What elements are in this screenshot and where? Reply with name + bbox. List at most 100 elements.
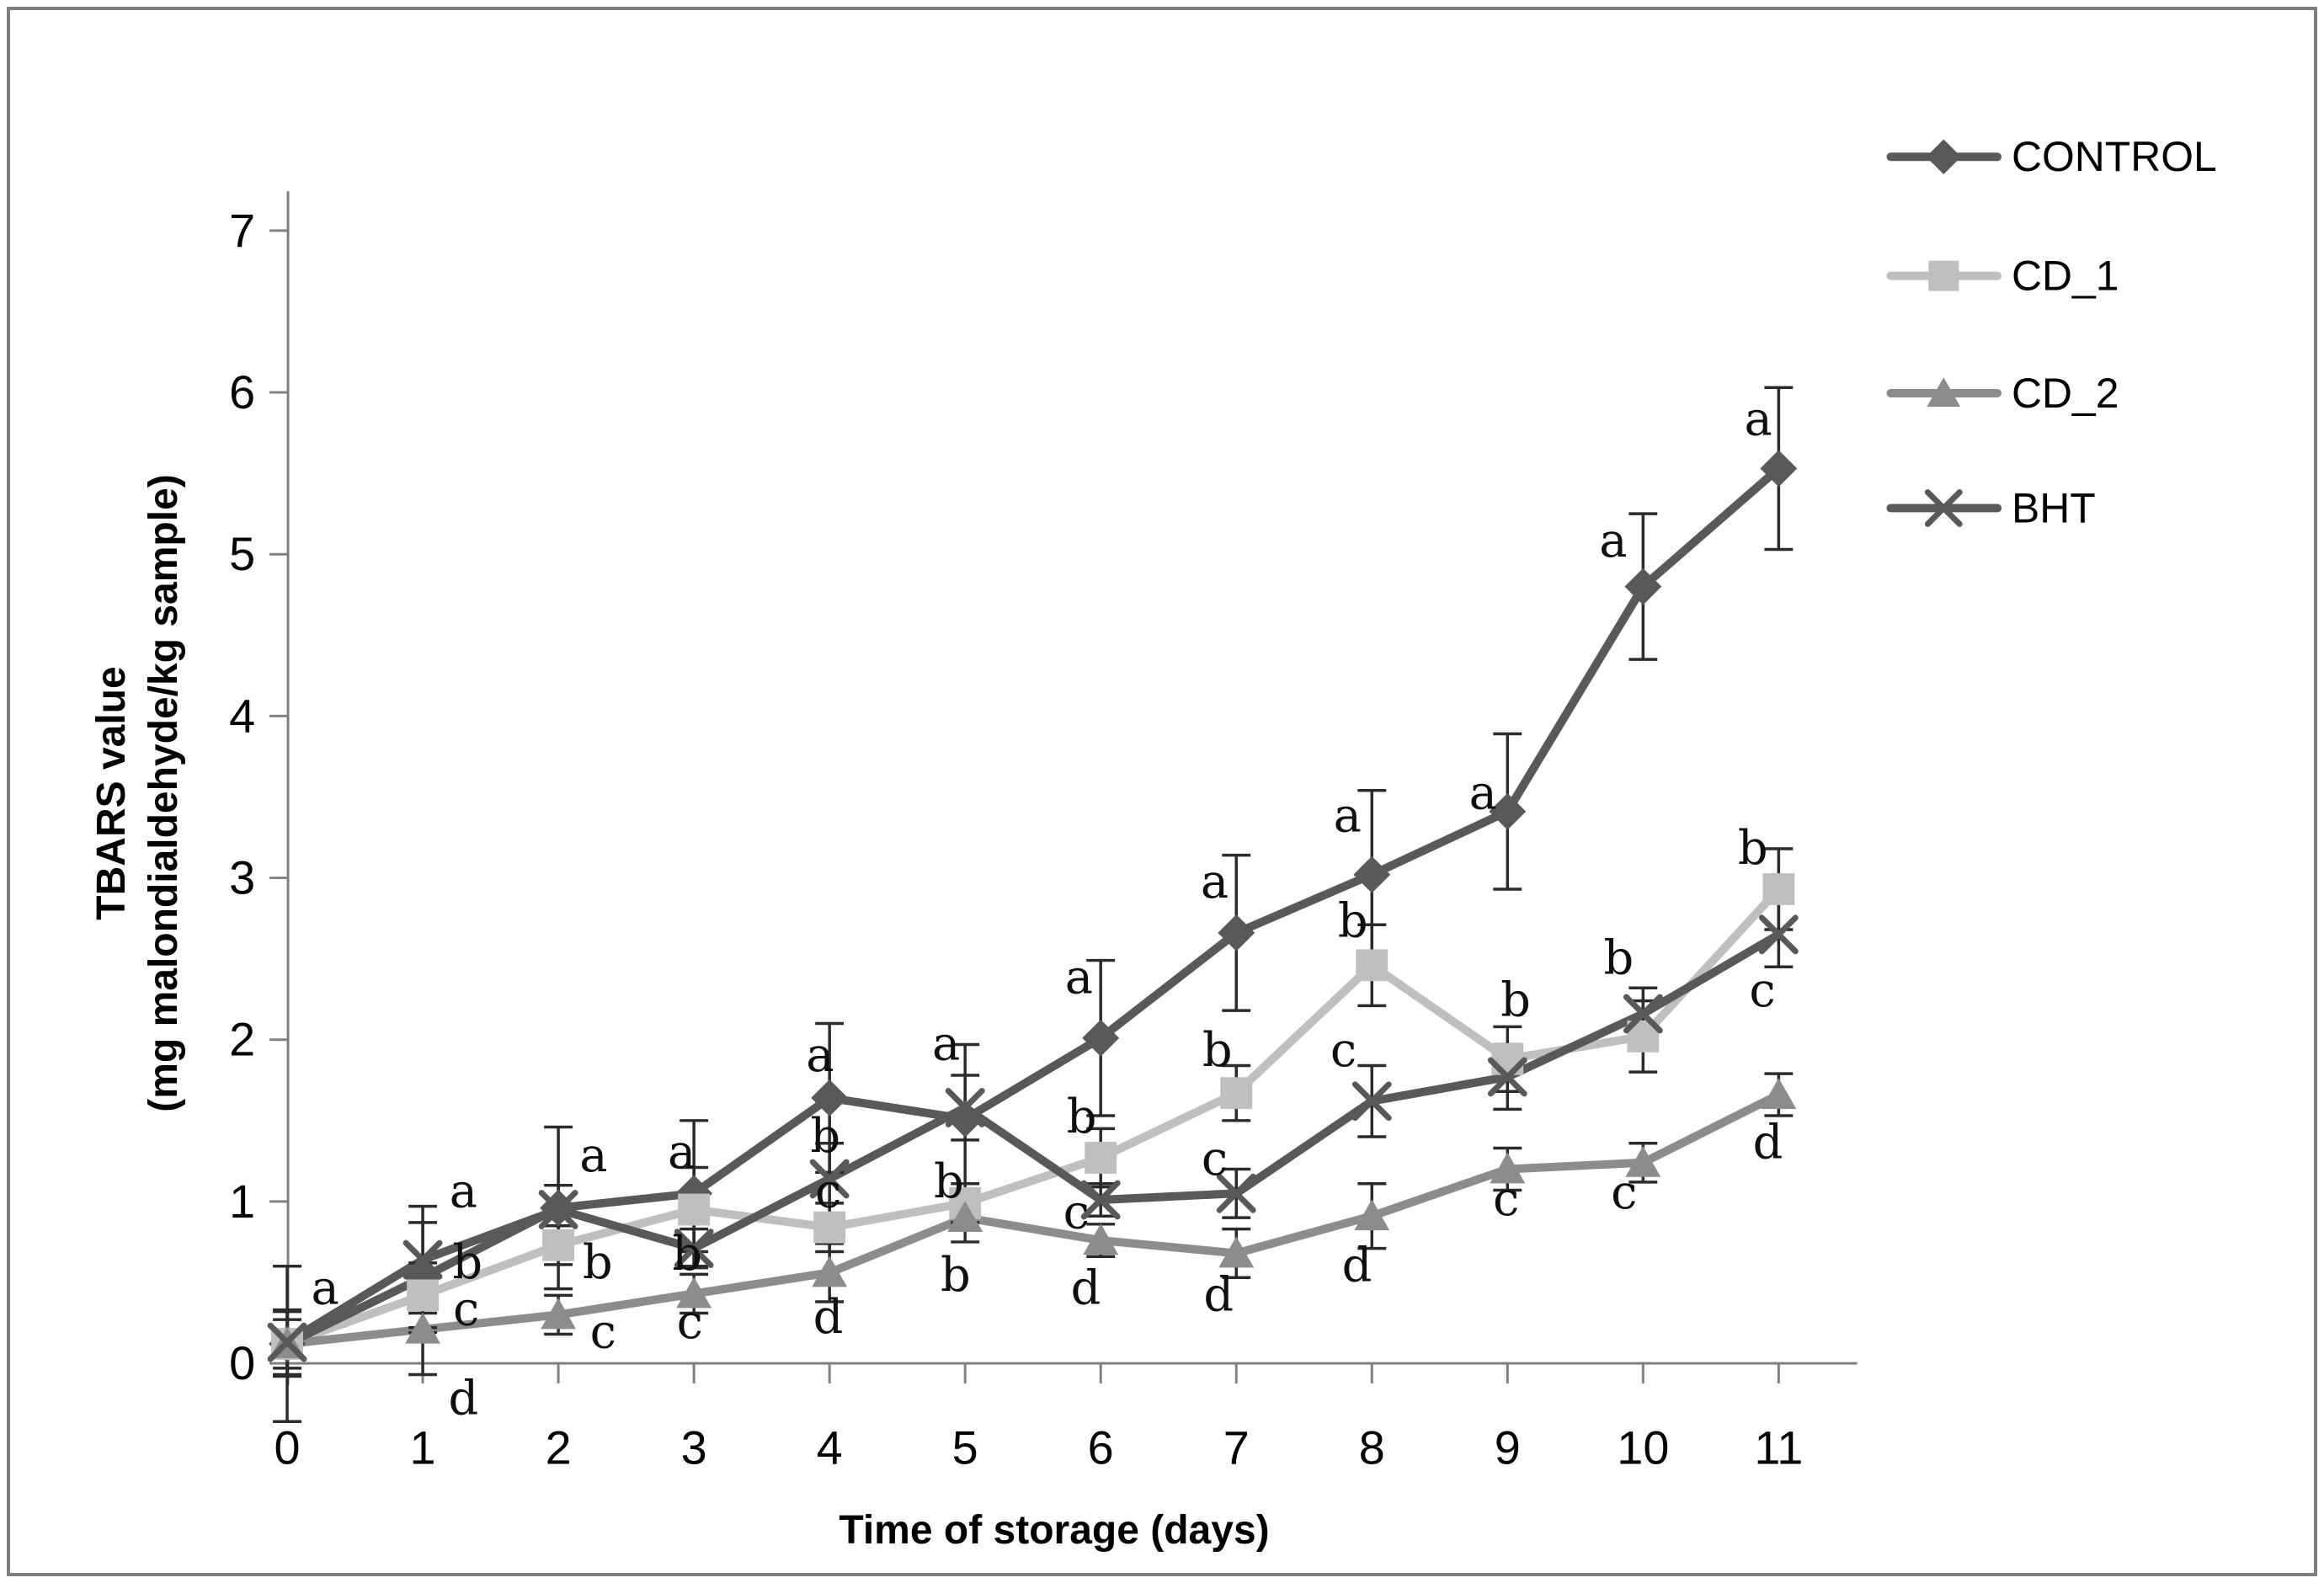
x-tick-label: 1 [410, 1421, 436, 1474]
y-tick-label: 1 [229, 1175, 255, 1228]
bht-marker [402, 1239, 443, 1280]
significance-letter: d [813, 1290, 844, 1345]
significance-letter: c [1330, 1023, 1357, 1078]
significance-letter: a [450, 1164, 477, 1218]
significance-letter: c [590, 1305, 616, 1360]
control-marker [1353, 855, 1391, 893]
significance-letter: d [449, 1371, 479, 1426]
x-tick-label: 9 [1495, 1421, 1521, 1474]
cd_2-marker [1218, 1236, 1255, 1268]
cd_2-marker [1761, 1078, 1797, 1109]
series-line-bht [283, 930, 1783, 1347]
significance-letter: a [806, 1028, 834, 1083]
cd_1-marker [1085, 1142, 1117, 1174]
bht-marker [1080, 1180, 1121, 1220]
series-line-control [283, 464, 1783, 1348]
x-tick-label: 3 [681, 1421, 707, 1474]
series-line-cd_2 [283, 1090, 1783, 1348]
significance-letter: b [672, 1227, 702, 1282]
x-tick-label: 5 [952, 1421, 978, 1474]
x-tick-label: 6 [1088, 1421, 1114, 1474]
legend-item-control: CONTROL [1886, 133, 2217, 180]
cd_1-marker [542, 1229, 575, 1261]
x-tick-label: 2 [546, 1421, 572, 1474]
series-markers-cd_1 [271, 873, 1795, 1360]
significance-letter: d [1753, 1116, 1783, 1170]
bht-marker [945, 1088, 985, 1127]
y-tick-label: 7 [229, 204, 255, 257]
x-tick-labels: 0 1 2 3 4 5 6 7 8 9 10 11 [275, 1363, 1803, 1474]
legend-triangle-icon [1927, 377, 1961, 408]
cd_1-marker [813, 1211, 846, 1244]
bht-marker [1487, 1057, 1527, 1097]
significance-letter: b [810, 1109, 840, 1164]
axes [286, 191, 1858, 1385]
cd_2-marker [1083, 1223, 1119, 1255]
significance-letter: b [1338, 893, 1368, 948]
x-tick-label: 0 [275, 1421, 301, 1474]
significance-letter: c [1749, 963, 1775, 1018]
legend-item-cd_2: CD_2 [1886, 370, 2119, 417]
significance-letter: c [1202, 1132, 1228, 1186]
significance-letter: c [815, 1164, 841, 1218]
significance-letter: b [941, 1248, 971, 1303]
significance-letter: b [1500, 973, 1531, 1028]
significance-letter: c [1611, 1165, 1637, 1220]
y-tick-label: 5 [229, 527, 255, 580]
cd_2-marker [1490, 1152, 1526, 1184]
x-tick-label: 4 [817, 1421, 843, 1474]
legend-square-icon [1928, 260, 1959, 291]
y-axis-title-line1: TBARS value [89, 666, 134, 920]
y-tick-label: 4 [229, 689, 255, 742]
y-tick-label: 2 [229, 1013, 255, 1066]
legend-x-icon [1924, 489, 1963, 527]
cd_1-marker [1762, 873, 1795, 905]
x-tick-label: 10 [1617, 1421, 1669, 1474]
x-tick-label: 8 [1359, 1421, 1385, 1474]
significance-letter: a [1745, 392, 1772, 447]
cd_1-marker [678, 1193, 711, 1226]
significance-letter: b [452, 1235, 482, 1290]
significance-letter: d [1342, 1239, 1373, 1293]
cd_1-marker [1356, 949, 1389, 982]
bht-marker [1216, 1173, 1256, 1213]
legend-label-cd_1: CD_1 [2012, 253, 2119, 300]
cd_2-marker [541, 1298, 577, 1330]
legend: CONTROL CD_1 CD_2 BHT [1886, 133, 2217, 531]
bht-marker [1351, 1081, 1392, 1122]
cd_2-marker [1354, 1199, 1390, 1231]
cd_1-marker [1220, 1077, 1253, 1110]
legend-diamond-icon [1926, 139, 1962, 175]
cd_2-marker [1625, 1145, 1661, 1177]
legend-item-cd_1: CD_1 [1886, 253, 2119, 300]
cd_2-marker [676, 1277, 712, 1309]
legend-label-bht: BHT [2012, 484, 2096, 531]
y-tick-label: 6 [229, 365, 255, 418]
bht-marker [1623, 994, 1663, 1034]
series-markers-cd_2 [269, 1078, 1797, 1358]
bht-marker [1758, 914, 1799, 955]
legend-label-control: CONTROL [2012, 133, 2217, 180]
significance-letter: b [1202, 1023, 1233, 1078]
significance-letter: a [1599, 514, 1627, 568]
y-tick-label: 0 [229, 1336, 255, 1389]
significance-letter: b [1738, 821, 1768, 876]
cd_2-marker [947, 1201, 983, 1233]
y-tick-label: 3 [229, 851, 255, 904]
series-line-cd_1 [283, 885, 1783, 1348]
significance-letter: a [1469, 766, 1497, 821]
significance-letter: c [1493, 1172, 1519, 1227]
cd_2-marker [812, 1255, 848, 1287]
significance-letter: d [1203, 1267, 1234, 1322]
significance-letter: a [1334, 788, 1362, 843]
legend-item-bht: BHT [1886, 484, 2096, 531]
significance-letter: d [1071, 1261, 1101, 1316]
bht-marker [267, 1322, 307, 1362]
series-markers-bht [267, 914, 1799, 1362]
cd_1-marker [407, 1279, 440, 1312]
significance-letter: a [579, 1128, 607, 1183]
x-tick-label: 7 [1223, 1421, 1250, 1474]
significance-letter: a [668, 1125, 696, 1180]
significance-letter: b [934, 1154, 964, 1209]
